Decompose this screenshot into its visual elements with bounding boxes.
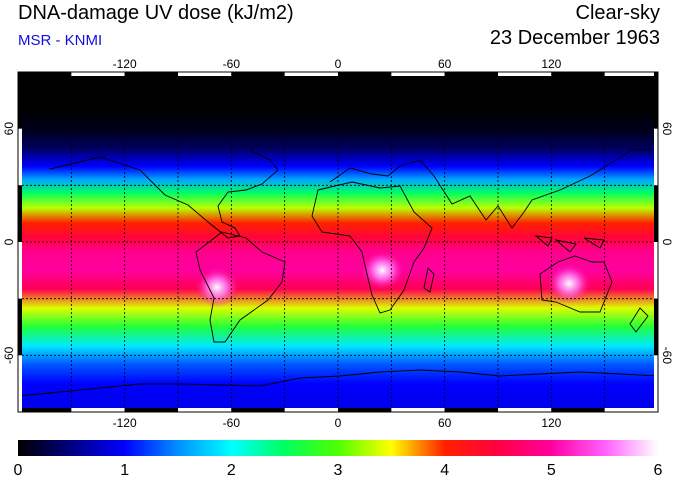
frame-segment-bottom xyxy=(18,408,72,412)
frame-segment-left xyxy=(18,128,22,186)
hotspot-australia xyxy=(547,263,592,304)
frame-segment-bottom xyxy=(124,408,178,412)
colorbar-label: 5 xyxy=(547,462,556,479)
frame-segment-bottom xyxy=(71,408,125,412)
hotspot-southern-africa xyxy=(360,250,405,291)
frame-segment-right xyxy=(654,242,658,299)
map-border xyxy=(17,71,659,413)
lon-tick-top: -120 xyxy=(113,57,137,71)
frame-segment-bottom xyxy=(551,408,605,412)
lon-tick-bottom: -60 xyxy=(223,416,241,430)
lon-tick-bottom: 60 xyxy=(438,416,452,430)
lat-tick-right: -60 xyxy=(660,347,674,365)
lon-tick-bottom: -120 xyxy=(113,416,137,430)
colorbar-label: 0 xyxy=(14,462,23,479)
madagascar-coast xyxy=(423,267,435,293)
graticule xyxy=(18,72,658,412)
eurasia-coast xyxy=(329,149,652,229)
dose-hotspots xyxy=(195,250,592,308)
frame-segment-top xyxy=(71,72,125,76)
lat-tick-right: 60 xyxy=(660,122,674,136)
frame-segment-top xyxy=(231,72,285,76)
frame-segment-bottom xyxy=(178,408,232,412)
colorbar-label: 4 xyxy=(440,462,449,479)
map-title: DNA-damage UV dose (kJ/m2) xyxy=(18,2,294,24)
frame-segment-top xyxy=(284,72,338,76)
lat-tick-left: 60 xyxy=(2,122,16,136)
frame-segment-left xyxy=(18,242,22,299)
frame-segment-top xyxy=(18,72,72,76)
colorbar-label: 1 xyxy=(120,462,129,479)
frame-segment-left xyxy=(18,298,22,356)
frame-segment-right xyxy=(654,355,658,412)
lon-tick-top: 120 xyxy=(541,57,561,71)
frame-segment-bottom xyxy=(498,408,552,412)
map-frame xyxy=(18,72,658,412)
lon-tick-top: 0 xyxy=(335,57,342,71)
frame-segment-right xyxy=(654,72,658,129)
frame-segment-bottom xyxy=(284,408,338,412)
frame-segment-bottom xyxy=(338,408,392,412)
frame-segment-right xyxy=(654,128,658,186)
sky-condition-label: Clear-sky xyxy=(575,2,660,24)
south-america-coast xyxy=(195,231,286,343)
frame-segment-bottom xyxy=(604,408,658,412)
colorbar-label: 3 xyxy=(334,462,343,479)
frame-segment-top xyxy=(124,72,178,76)
new-zealand-coast xyxy=(629,307,649,333)
hotspot-andes xyxy=(195,267,240,308)
lat-tick-left: -60 xyxy=(2,346,16,364)
lon-tick-top: -60 xyxy=(223,57,241,71)
frame-segment-left xyxy=(18,355,22,412)
frame-segment-top xyxy=(338,72,392,76)
colorbar-label: 6 xyxy=(654,462,663,479)
frame-segment-bottom xyxy=(391,408,445,412)
lon-tick-bottom: 120 xyxy=(541,416,561,430)
colorbar-label: 2 xyxy=(227,462,236,479)
antarctica-coast xyxy=(18,369,658,397)
frame-segment-top xyxy=(604,72,658,76)
coastlines xyxy=(18,149,658,397)
source-label: MSR - KNMI xyxy=(18,32,103,49)
lon-tick-bottom: 0 xyxy=(335,416,342,430)
lat-tick-left: 0 xyxy=(2,238,16,245)
frame-segment-top xyxy=(444,72,498,76)
colorbar-labels: 0 1 2 3 4 5 6 xyxy=(14,462,663,479)
frame-segment-left xyxy=(18,72,22,129)
axis-tick-labels: -120 -120 -60 -60 0 0 60 60 120 120 60 0 -60 60 0 -60 xyxy=(2,57,674,430)
frame-segment-top xyxy=(551,72,605,76)
frame-segment-left xyxy=(18,185,22,242)
frame-segment-top xyxy=(178,72,232,76)
lon-tick-top: 60 xyxy=(438,57,452,71)
frame-segment-right xyxy=(654,298,658,356)
frame-segment-top xyxy=(498,72,552,76)
colorbar-ramp xyxy=(18,440,658,456)
frame-segment-right xyxy=(654,185,658,242)
date-label: 23 December 1963 xyxy=(489,27,660,49)
frame-segment-top xyxy=(391,72,445,76)
lat-tick-right: 0 xyxy=(660,239,674,246)
africa-coast xyxy=(311,181,433,314)
frame-segment-bottom xyxy=(444,408,498,412)
frame-segment-bottom xyxy=(231,408,285,412)
north-america-coast xyxy=(49,149,279,239)
